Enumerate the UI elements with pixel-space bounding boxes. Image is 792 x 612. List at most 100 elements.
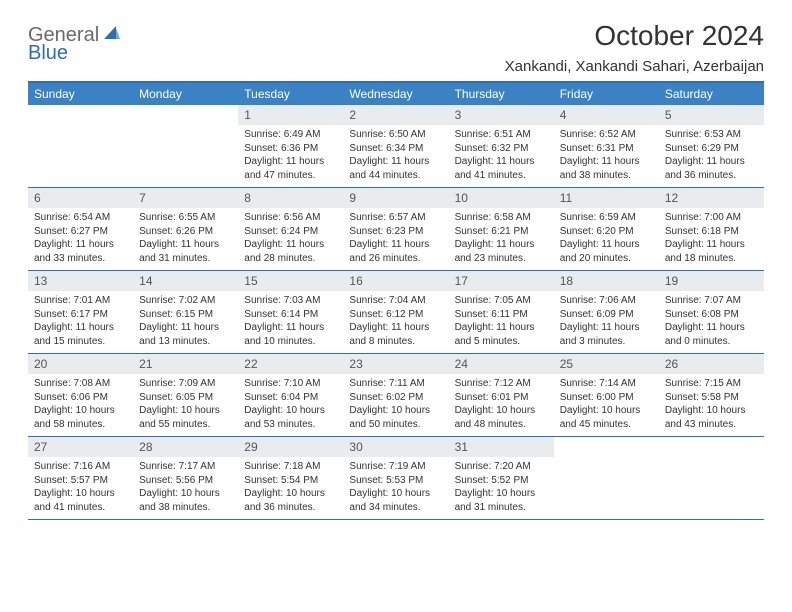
sunset-text: Sunset: 6:00 PM	[560, 391, 653, 405]
sunset-text: Sunset: 5:58 PM	[665, 391, 758, 405]
daylight-text-2: and 5 minutes.	[455, 335, 548, 349]
day-details: Sunrise: 7:07 AMSunset: 6:08 PMDaylight:…	[659, 291, 764, 353]
day-number: 23	[343, 354, 448, 374]
daylight-text-2: and 31 minutes.	[455, 501, 548, 515]
daylight-text: Daylight: 10 hours	[349, 404, 442, 418]
day-cell: 29Sunrise: 7:18 AMSunset: 5:54 PMDayligh…	[238, 437, 343, 519]
daylight-text: Daylight: 11 hours	[455, 238, 548, 252]
dayname-sunday: Sunday	[28, 83, 133, 105]
sunset-text: Sunset: 6:12 PM	[349, 308, 442, 322]
day-details: Sunrise: 7:14 AMSunset: 6:00 PMDaylight:…	[554, 374, 659, 436]
day-cell: 31Sunrise: 7:20 AMSunset: 5:52 PMDayligh…	[449, 437, 554, 519]
sunset-text: Sunset: 6:21 PM	[455, 225, 548, 239]
day-details: Sunrise: 6:49 AMSunset: 6:36 PMDaylight:…	[238, 125, 343, 187]
daylight-text-2: and 45 minutes.	[560, 418, 653, 432]
daylight-text: Daylight: 11 hours	[665, 321, 758, 335]
day-details: Sunrise: 7:16 AMSunset: 5:57 PMDaylight:…	[28, 457, 133, 519]
sunrise-text: Sunrise: 7:20 AM	[455, 460, 548, 474]
dayname-monday: Monday	[133, 83, 238, 105]
day-number: 6	[28, 188, 133, 208]
sunrise-text: Sunrise: 7:18 AM	[244, 460, 337, 474]
sunrise-text: Sunrise: 7:12 AM	[455, 377, 548, 391]
sunrise-text: Sunrise: 7:06 AM	[560, 294, 653, 308]
day-details: Sunrise: 7:15 AMSunset: 5:58 PMDaylight:…	[659, 374, 764, 436]
daylight-text: Daylight: 11 hours	[349, 238, 442, 252]
sunset-text: Sunset: 6:26 PM	[139, 225, 232, 239]
daylight-text: Daylight: 10 hours	[139, 404, 232, 418]
sunrise-text: Sunrise: 6:53 AM	[665, 128, 758, 142]
sunset-text: Sunset: 5:56 PM	[139, 474, 232, 488]
day-cell: 23Sunrise: 7:11 AMSunset: 6:02 PMDayligh…	[343, 354, 448, 436]
day-details: Sunrise: 6:54 AMSunset: 6:27 PMDaylight:…	[28, 208, 133, 270]
daylight-text-2: and 47 minutes.	[244, 169, 337, 183]
sunrise-text: Sunrise: 7:15 AM	[665, 377, 758, 391]
daylight-text-2: and 23 minutes.	[455, 252, 548, 266]
sunrise-text: Sunrise: 7:19 AM	[349, 460, 442, 474]
day-number: 21	[133, 354, 238, 374]
sunset-text: Sunset: 6:04 PM	[244, 391, 337, 405]
sunset-text: Sunset: 6:17 PM	[34, 308, 127, 322]
day-cell: 6Sunrise: 6:54 AMSunset: 6:27 PMDaylight…	[28, 188, 133, 270]
day-number: 17	[449, 271, 554, 291]
day-details: Sunrise: 7:04 AMSunset: 6:12 PMDaylight:…	[343, 291, 448, 353]
daylight-text: Daylight: 11 hours	[455, 321, 548, 335]
daylight-text: Daylight: 10 hours	[455, 487, 548, 501]
day-cell: 13Sunrise: 7:01 AMSunset: 6:17 PMDayligh…	[28, 271, 133, 353]
day-cell: 8Sunrise: 6:56 AMSunset: 6:24 PMDaylight…	[238, 188, 343, 270]
day-number: 25	[554, 354, 659, 374]
sunset-text: Sunset: 6:18 PM	[665, 225, 758, 239]
sunset-text: Sunset: 6:34 PM	[349, 142, 442, 156]
day-cell: 10Sunrise: 6:58 AMSunset: 6:21 PMDayligh…	[449, 188, 554, 270]
day-cell: 14Sunrise: 7:02 AMSunset: 6:15 PMDayligh…	[133, 271, 238, 353]
daylight-text-2: and 26 minutes.	[349, 252, 442, 266]
day-number: 7	[133, 188, 238, 208]
day-number: 9	[343, 188, 448, 208]
day-cell: 15Sunrise: 7:03 AMSunset: 6:14 PMDayligh…	[238, 271, 343, 353]
day-details: Sunrise: 7:03 AMSunset: 6:14 PMDaylight:…	[238, 291, 343, 353]
week-row: 13Sunrise: 7:01 AMSunset: 6:17 PMDayligh…	[28, 271, 764, 354]
day-cell: 18Sunrise: 7:06 AMSunset: 6:09 PMDayligh…	[554, 271, 659, 353]
day-number: 10	[449, 188, 554, 208]
sunrise-text: Sunrise: 7:10 AM	[244, 377, 337, 391]
day-number: 8	[238, 188, 343, 208]
daylight-text-2: and 18 minutes.	[665, 252, 758, 266]
day-cell-empty	[659, 437, 764, 519]
sunrise-text: Sunrise: 7:11 AM	[349, 377, 442, 391]
daylight-text: Daylight: 10 hours	[455, 404, 548, 418]
day-details: Sunrise: 7:19 AMSunset: 5:53 PMDaylight:…	[343, 457, 448, 519]
sunset-text: Sunset: 6:29 PM	[665, 142, 758, 156]
day-number: 19	[659, 271, 764, 291]
sunset-text: Sunset: 6:08 PM	[665, 308, 758, 322]
day-details: Sunrise: 7:08 AMSunset: 6:06 PMDaylight:…	[28, 374, 133, 436]
day-details: Sunrise: 7:00 AMSunset: 6:18 PMDaylight:…	[659, 208, 764, 270]
dayname-saturday: Saturday	[659, 83, 764, 105]
day-details: Sunrise: 6:53 AMSunset: 6:29 PMDaylight:…	[659, 125, 764, 187]
day-cell: 26Sunrise: 7:15 AMSunset: 5:58 PMDayligh…	[659, 354, 764, 436]
sunset-text: Sunset: 6:15 PM	[139, 308, 232, 322]
day-number: 18	[554, 271, 659, 291]
sunset-text: Sunset: 6:20 PM	[560, 225, 653, 239]
sunrise-text: Sunrise: 6:52 AM	[560, 128, 653, 142]
day-details: Sunrise: 7:12 AMSunset: 6:01 PMDaylight:…	[449, 374, 554, 436]
daylight-text: Daylight: 10 hours	[244, 404, 337, 418]
daylight-text: Daylight: 11 hours	[560, 155, 653, 169]
day-number: 26	[659, 354, 764, 374]
day-number: 11	[554, 188, 659, 208]
daylight-text: Daylight: 11 hours	[244, 321, 337, 335]
sunset-text: Sunset: 5:52 PM	[455, 474, 548, 488]
daylight-text-2: and 0 minutes.	[665, 335, 758, 349]
sunrise-text: Sunrise: 6:57 AM	[349, 211, 442, 225]
daylight-text: Daylight: 11 hours	[349, 321, 442, 335]
day-cell: 2Sunrise: 6:50 AMSunset: 6:34 PMDaylight…	[343, 105, 448, 187]
day-number: 1	[238, 105, 343, 125]
sunrise-text: Sunrise: 7:16 AM	[34, 460, 127, 474]
logo-word-2-wrap: Blue	[28, 42, 68, 65]
daylight-text: Daylight: 11 hours	[455, 155, 548, 169]
daylight-text-2: and 20 minutes.	[560, 252, 653, 266]
sunrise-text: Sunrise: 7:17 AM	[139, 460, 232, 474]
daylight-text-2: and 8 minutes.	[349, 335, 442, 349]
sunset-text: Sunset: 6:09 PM	[560, 308, 653, 322]
daylight-text-2: and 28 minutes.	[244, 252, 337, 266]
sunrise-text: Sunrise: 7:04 AM	[349, 294, 442, 308]
daylight-text-2: and 36 minutes.	[244, 501, 337, 515]
